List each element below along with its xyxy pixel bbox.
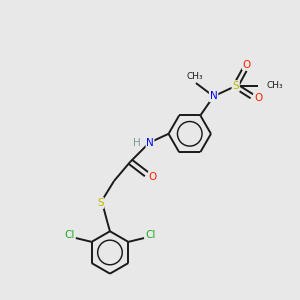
Text: CH₃: CH₃ <box>186 72 203 81</box>
Text: Cl: Cl <box>64 230 75 239</box>
Text: S: S <box>232 81 239 91</box>
Text: O: O <box>254 93 262 103</box>
Text: Cl: Cl <box>145 230 155 239</box>
Text: CH₃: CH₃ <box>267 81 283 90</box>
Text: H: H <box>134 138 141 148</box>
Text: N: N <box>146 138 154 148</box>
Text: O: O <box>243 59 251 70</box>
Text: S: S <box>97 198 104 208</box>
Text: N: N <box>210 91 218 101</box>
Text: O: O <box>149 172 157 182</box>
